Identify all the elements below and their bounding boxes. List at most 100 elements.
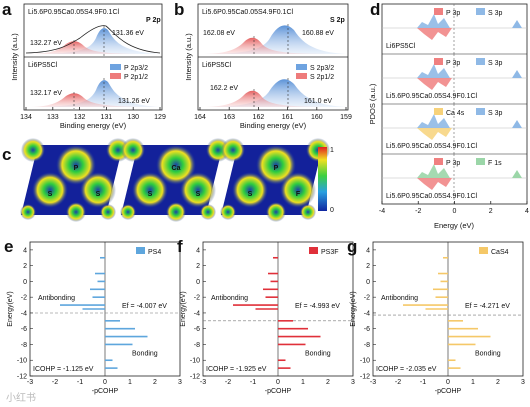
- atom-label: F: [296, 191, 301, 198]
- cohp-xtick-label: 2: [153, 379, 157, 386]
- cohp-ytick-label: 4: [23, 247, 27, 254]
- cohp-legend-swatch: [479, 247, 488, 254]
- panel-b-tick-label: 164: [194, 114, 206, 121]
- pdos-legend-swatch: [476, 58, 485, 65]
- cohp-antibonding-label: Antibonding: [381, 295, 418, 302]
- pdos-peak-right: [512, 170, 522, 178]
- cohp-xtick-label: -2: [52, 379, 58, 386]
- panel-d-xticks: -4 -2 0 2 4: [379, 201, 529, 215]
- density-blob: [120, 204, 136, 220]
- panel-b-legend-swatch-2: [296, 73, 307, 79]
- cohp-ytick-label: -8: [194, 342, 200, 349]
- density-blob: [20, 204, 36, 220]
- density-blob: [66, 202, 86, 222]
- panel-letter-a: a: [2, 0, 12, 19]
- pdos-row-label: Li5.6P0.95Ca0.05S4.9F0.1Cl: [386, 143, 478, 150]
- cohp-icohp-label: ICOHP = -1.925 eV: [206, 366, 267, 373]
- pdos-peak-up: [417, 114, 450, 128]
- pdos-legend-label: P 3p: [446, 160, 460, 167]
- cohp-icohp-label: ICOHP = -2.035 eV: [376, 366, 437, 373]
- pdos-peak-down: [417, 78, 452, 90]
- panel-d-tick-label: 2: [489, 208, 493, 215]
- pdos-legend-label: P 3p: [446, 10, 460, 17]
- pdos-legend-label: P 3p: [446, 60, 460, 67]
- cohp-ytick-label: -12: [17, 374, 27, 381]
- panel-a-top-p2p12-area: [26, 41, 160, 54]
- cohp-ytick-label: 2: [196, 263, 200, 270]
- panel-b-tick-label: 163: [223, 114, 235, 121]
- cohp-ytick-label: -10: [17, 358, 27, 365]
- panel-a: a Li5.6P0.95Ca0.05S4.9F0.1Cl P 2p 131.36…: [2, 0, 166, 130]
- panel-a-bot-p2p32-area: [26, 80, 160, 107]
- cohp-xlabel: -pCOHP: [265, 388, 292, 395]
- panel-a-top-tag: P 2p: [146, 17, 161, 24]
- cohp-xtick-label: 2: [496, 379, 500, 386]
- panel-a-xlabel: Binding energy (eV): [60, 121, 127, 130]
- panel-d-tick-label: -4: [379, 208, 385, 215]
- cohp-panel-f: f PS3F Antibonding Bonding Ef = -4.993 eV ICO…: [177, 237, 355, 395]
- density-blob: [80, 172, 116, 208]
- cohp-xtick-label: 3: [521, 379, 525, 386]
- cohp-ytick-label: -8: [364, 342, 370, 349]
- density-blob: [300, 204, 316, 220]
- density-blob: [156, 145, 196, 185]
- cohp-panels: e PS4 Antibonding Bonding Ef = -4.007 eV ICOH…: [4, 237, 525, 395]
- atom-label: S: [196, 191, 201, 198]
- pdos-legend-swatch: [476, 108, 485, 115]
- density-blob: [21, 138, 45, 162]
- panel-a-bot-p2p12-area: [26, 93, 160, 107]
- panel-d-tick-label: 4: [525, 208, 529, 215]
- panel-a-tick-label: 133: [47, 114, 59, 121]
- cohp-legend-label: PS4: [148, 249, 161, 256]
- cohp-fermi-label: Ef = -4.271 eV: [465, 303, 510, 310]
- panel-a-tick-label: 132: [74, 114, 86, 121]
- pdos-legend-label: S 3p: [488, 10, 503, 17]
- cohp-ytick-label: -6: [21, 326, 27, 333]
- cohp-bonding-label: Bonding: [305, 350, 331, 357]
- panel-b-ylabel: Intensity (a.u.): [184, 33, 193, 81]
- panel-a-bot-peak-2: 131.26 eV: [118, 98, 150, 105]
- cohp-xtick-label: 1: [471, 379, 475, 386]
- pdos-peak-down: [417, 178, 452, 190]
- atom-label: S: [248, 191, 253, 198]
- pdos-legend-label: S 3p: [488, 110, 503, 117]
- density-blob: [166, 202, 186, 222]
- cohp-ytick-label: -4: [364, 310, 370, 317]
- cohp-xtick-label: -3: [27, 379, 33, 386]
- cohp-icohp-label: ICOHP = -1.125 eV: [33, 366, 94, 373]
- panel-b-tick-label: 160: [311, 114, 323, 121]
- watermark: 小红书: [6, 393, 36, 404]
- panel-letter-e: e: [4, 237, 13, 256]
- density-blob: [256, 145, 296, 185]
- cohp-xtick-label: 3: [178, 379, 182, 386]
- cohp-ytick-label: -6: [364, 326, 370, 333]
- panel-b-legend-1: S 2p3/2: [310, 65, 334, 72]
- cohp-fermi-label: Ef = -4.993 eV: [295, 303, 340, 310]
- panel-a-legend-swatch-1: [110, 64, 121, 70]
- cohp-xtick-label: 0: [446, 379, 450, 386]
- cohp-legend-label: PS3F: [321, 249, 339, 256]
- cohp-ytick-label: -6: [194, 326, 200, 333]
- panel-b-xticks: 164 163 162 161 160 159: [194, 107, 352, 121]
- pdos-legend-swatch: [434, 8, 443, 15]
- panel-d-ylabel: PDOS (a.u.): [368, 83, 377, 124]
- cohp-ylabel: Energy(eV): [350, 291, 357, 326]
- panel-letter-f: f: [177, 237, 183, 256]
- panel-a-bot-peak-1: 132.17 eV: [30, 90, 62, 97]
- colorbar: [318, 147, 327, 211]
- panel-b-top-peak-2: 162.08 eV: [203, 30, 235, 37]
- cohp-xtick-label: 1: [301, 379, 305, 386]
- cohp-xtick-label: -1: [250, 379, 256, 386]
- atom-label: Ca: [172, 165, 181, 172]
- density-blob: [100, 204, 116, 220]
- cohp-legend-label: CaS4: [491, 249, 509, 256]
- panel-b-top-title: Li5.6P0.95Ca0.05S4.9F0.1Cl: [202, 9, 294, 16]
- cohp-ytick-label: 4: [366, 247, 370, 254]
- cohp-panel-e: e PS4 Antibonding Bonding Ef = -4.007 eV ICOH…: [4, 237, 182, 395]
- cohp-antibonding-label: Antibonding: [38, 295, 75, 302]
- cohp-fermi-label: Ef = -4.007 eV: [122, 303, 167, 310]
- pdos-peak-up: [417, 164, 450, 178]
- panel-c: c P S S Ca S S P S F 1 0: [2, 138, 334, 222]
- cohp-ylabel: Energy(eV): [7, 291, 14, 326]
